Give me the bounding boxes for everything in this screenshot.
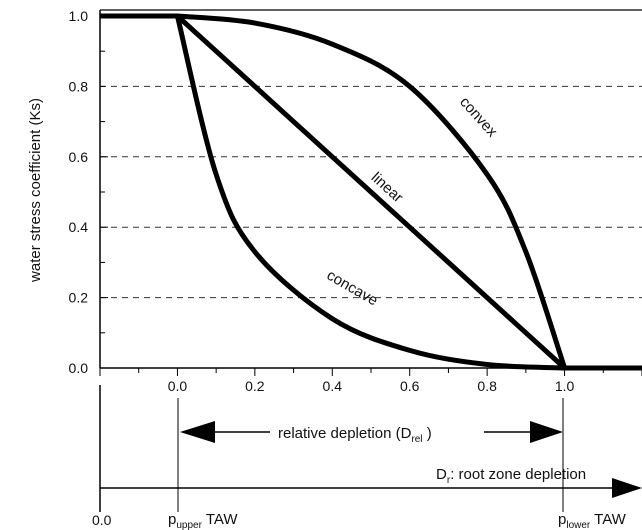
y-tick-label: 0.6 — [69, 149, 89, 165]
series-line-linear — [174, 13, 568, 371]
p-lower-label: plower TAW — [558, 511, 627, 530]
x-tick-label: 1.0 — [555, 378, 575, 394]
grid-lines — [100, 85, 642, 299]
series-line-convex — [174, 13, 568, 371]
series-label-convex: convex — [456, 94, 501, 141]
root-zone-arrowhead — [612, 478, 642, 498]
lower-panel: relative depletion (Drel ) Dr: root zone… — [92, 385, 642, 530]
relative-depletion-arrowhead-left — [180, 421, 215, 443]
y-axis-label: water stress coefficient (Ks) — [27, 98, 44, 283]
y-tick-label: 1.0 — [69, 8, 89, 24]
y-tick-label: 0.2 — [69, 290, 89, 306]
y-tick-labels: 0.0 0.2 0.4 0.6 0.8 1.0 — [69, 8, 89, 376]
series-line-concave — [174, 13, 568, 371]
x-tick-label: 0.6 — [400, 378, 420, 394]
series-group — [100, 13, 642, 371]
series-label-linear: linear — [368, 169, 407, 206]
y-tick-label: 0.4 — [69, 219, 89, 235]
x-tick-labels: 0.0 0.2 0.4 0.6 0.8 1.0 — [168, 378, 575, 394]
x-tick-label: 0.0 — [168, 378, 188, 394]
relative-depletion-label: relative depletion (Drel ) — [278, 425, 432, 445]
x-tick-label: 0.4 — [323, 378, 343, 394]
relative-depletion-arrowhead-right — [530, 421, 563, 443]
y-tick-label: 0.8 — [69, 78, 89, 94]
root-zone-label: Dr: root zone depletion — [436, 466, 586, 486]
x-tick-label: 0.2 — [245, 378, 265, 394]
axis-ticks — [99, 15, 642, 376]
x-tick-label: 0.8 — [477, 378, 497, 394]
p-upper-label: pupper TAW — [168, 511, 238, 530]
y-tick-label: 0.0 — [69, 360, 89, 376]
bottom-zero-label: 0.0 — [92, 512, 112, 528]
series-label-concave: concave — [324, 267, 381, 310]
